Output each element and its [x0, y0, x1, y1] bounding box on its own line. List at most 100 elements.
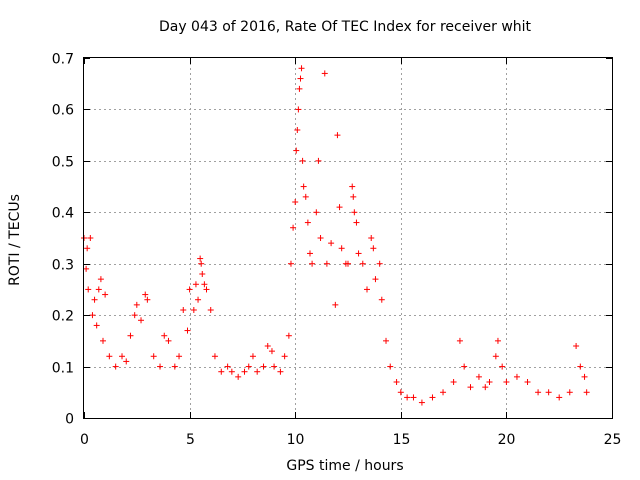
data-point — [84, 245, 91, 252]
data-points — [81, 65, 590, 406]
y-axis-title: ROTI / TECUs — [7, 194, 23, 286]
data-point — [207, 307, 214, 313]
data-point — [254, 368, 261, 375]
data-point — [296, 85, 303, 92]
data-point — [83, 265, 90, 272]
data-point — [245, 363, 252, 370]
data-point — [171, 363, 178, 370]
data-point — [292, 199, 299, 205]
data-point — [235, 373, 242, 380]
data-point — [429, 394, 436, 401]
data-point — [328, 240, 335, 247]
data-point — [184, 327, 191, 334]
data-point — [123, 358, 130, 365]
y-tick-label: 0.1 — [52, 361, 74, 377]
data-point — [165, 337, 172, 344]
data-point — [211, 353, 218, 360]
data-point — [85, 286, 92, 293]
data-point — [334, 132, 341, 139]
data-point — [300, 183, 307, 190]
gridlines — [84, 58, 612, 418]
data-point — [89, 312, 96, 319]
data-point — [271, 363, 278, 370]
data-point — [249, 353, 256, 360]
data-point — [359, 260, 366, 267]
data-point — [461, 363, 468, 370]
y-tick-label: 0.7 — [52, 52, 74, 68]
data-point — [144, 296, 151, 303]
data-point — [228, 368, 235, 375]
data-point — [315, 157, 322, 164]
x-tick-label: 20 — [498, 432, 516, 448]
data-point — [176, 353, 183, 360]
data-point — [142, 291, 149, 298]
data-point — [192, 281, 199, 288]
data-point — [95, 286, 102, 293]
data-point — [475, 373, 482, 380]
data-point — [299, 157, 306, 164]
data-point — [499, 363, 506, 370]
x-tick-labels: 0 5 10 15 20 25 — [80, 432, 621, 448]
data-point — [306, 250, 313, 257]
axis-ticks — [84, 58, 613, 419]
data-point — [97, 276, 104, 283]
data-point — [404, 394, 411, 401]
data-point — [281, 353, 288, 360]
data-point — [566, 389, 573, 396]
data-point — [298, 65, 305, 72]
data-point — [338, 245, 345, 252]
data-point — [285, 332, 292, 339]
data-point — [556, 394, 563, 401]
data-point — [372, 276, 379, 283]
data-point — [349, 183, 356, 190]
data-point — [100, 337, 107, 344]
data-point — [203, 286, 210, 293]
data-point — [456, 337, 463, 344]
data-point — [293, 147, 300, 154]
data-point — [93, 322, 100, 329]
data-point — [201, 281, 208, 288]
data-point — [198, 260, 205, 267]
data-point — [321, 70, 328, 77]
data-point — [102, 291, 109, 298]
data-point — [87, 235, 94, 241]
data-point — [332, 301, 339, 308]
x-tick-label: 5 — [186, 432, 195, 448]
data-point — [482, 384, 489, 391]
y-tick-label: 0.5 — [52, 155, 74, 171]
data-point — [583, 389, 590, 396]
data-point — [494, 337, 501, 344]
data-point — [345, 260, 351, 267]
data-point — [224, 363, 231, 370]
x-tick-label: 0 — [80, 432, 89, 448]
data-point — [127, 332, 134, 339]
data-point — [364, 286, 371, 293]
data-point — [393, 379, 400, 385]
y-tick-label: 0.2 — [52, 309, 74, 325]
data-point — [467, 384, 474, 391]
y-tick-labels: 0 0.1 0.2 0.3 0.4 0.5 0.6 0.7 — [52, 52, 74, 428]
data-point — [157, 363, 164, 370]
x-tick-label: 10 — [287, 432, 305, 448]
data-point — [241, 368, 248, 375]
y-tick-label: 0 — [65, 412, 74, 428]
data-point — [297, 75, 304, 82]
data-point — [351, 209, 358, 216]
y-tick-label: 0.4 — [52, 206, 74, 222]
data-point — [336, 204, 343, 211]
data-point — [190, 307, 197, 313]
data-point — [440, 389, 447, 396]
data-point — [309, 260, 316, 267]
data-point — [195, 296, 202, 303]
data-point — [503, 379, 510, 385]
data-point — [350, 193, 357, 200]
data-point — [186, 286, 193, 293]
data-point — [131, 312, 138, 319]
data-point — [290, 224, 297, 231]
data-point — [355, 250, 362, 257]
data-point — [397, 389, 404, 396]
data-point — [313, 209, 320, 216]
data-point — [277, 368, 284, 375]
data-point — [268, 348, 275, 355]
